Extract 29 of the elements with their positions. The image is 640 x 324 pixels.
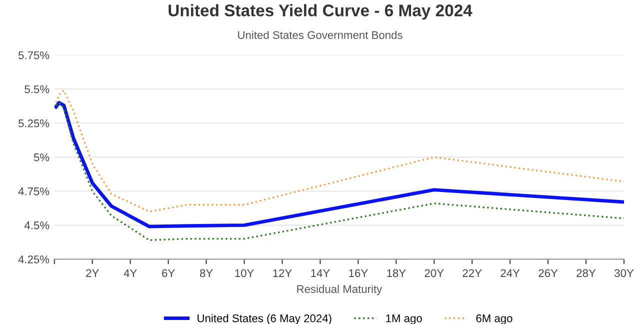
y-tick-label: 5.75%: [18, 51, 50, 60]
x-tick-label: 10Y: [235, 269, 254, 278]
x-tick-label: 18Y: [387, 269, 406, 278]
x-tick-label: 14Y: [311, 269, 330, 277]
x-tick-label: 24Y: [500, 269, 520, 277]
x-tick-label: 12Y: [273, 269, 292, 277]
x-tick-label: 2Y: [86, 269, 99, 277]
y-tick-label: 4.25%: [18, 255, 50, 264]
legend-label: 1M ago: [386, 314, 422, 324]
y-tick-label: 5.25%: [18, 119, 50, 128]
chart-title: United States Yield Curve - 6 May 2024: [168, 4, 472, 20]
x-tick-label: 6Y: [162, 269, 175, 278]
x-tick-label: 4Y: [124, 269, 137, 277]
x-tick-label: 26Y: [538, 269, 558, 278]
y-tick-label: 5.5%: [24, 85, 50, 94]
x-tick-label: 16Y: [349, 269, 368, 278]
y-tick-label: 5%: [34, 153, 50, 162]
chart-subtitle: United States Government Bonds: [238, 30, 402, 39]
x-tick-label: 30Y: [614, 269, 634, 278]
x-tick-label: 28Y: [576, 269, 596, 278]
line-series: [55, 90, 624, 212]
legend-label: United States (6 May 2024): [198, 314, 332, 324]
x-tick-label: 8Y: [200, 269, 213, 278]
y-tick-label: 4.75%: [18, 187, 50, 196]
legend-label: 6M ago: [476, 314, 512, 324]
y-tick-label: 4.5%: [24, 221, 50, 230]
x-tick-label: 20Y: [424, 269, 444, 278]
x-tick-label: 22Y: [462, 269, 482, 277]
x-axis-title: Residual Maturity: [297, 284, 382, 296]
